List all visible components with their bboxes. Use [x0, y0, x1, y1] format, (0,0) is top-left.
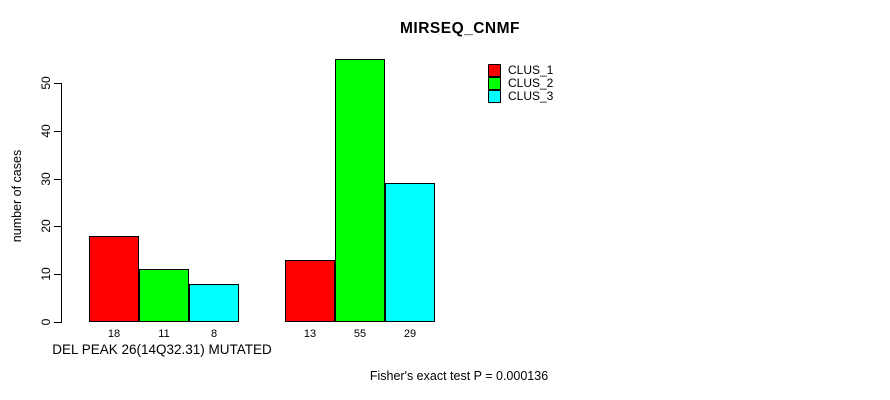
bar-value-label: 13 [303, 328, 317, 340]
y-axis-label: number of cases [10, 149, 24, 243]
bar-clus_3-group1 [189, 284, 239, 322]
y-axis-line [61, 83, 62, 323]
legend-label: CLUS_2 [508, 76, 554, 90]
bar-clus_2-group1 [139, 269, 189, 322]
legend-item-clus_3: CLUS_3 [488, 90, 553, 103]
y-axis-tick-label: 20 [39, 219, 53, 234]
legend-swatch-icon [488, 64, 501, 77]
bar-clus_1-group2 [285, 260, 335, 322]
legend: CLUS_1 CLUS_2 CLUS_3 [488, 64, 553, 103]
bar-clus_1-group1 [89, 236, 139, 322]
x-axis-label: DEL PEAK 26(14Q32.31) MUTATED [52, 342, 272, 357]
y-axis-tick-label: 40 [39, 124, 53, 138]
y-axis-tick-label: 30 [39, 171, 53, 186]
chart-title: MIRSEQ_CNMF [399, 20, 521, 37]
y-axis-tick [54, 178, 61, 180]
y-axis-tick [54, 83, 61, 84]
y-axis-tick-label: 10 [39, 267, 53, 281]
legend-item-clus_1: CLUS_1 [488, 64, 553, 77]
legend-label: CLUS_1 [508, 63, 554, 77]
bar-value-label: 29 [403, 328, 417, 340]
y-axis-tick-label: 0 [39, 318, 53, 326]
bar-clus_3-group2 [385, 183, 435, 322]
legend-swatch-icon [488, 77, 501, 90]
bar-value-label: 11 [158, 328, 170, 340]
bar-value-label: 18 [107, 328, 121, 340]
y-axis-tick [54, 274, 61, 276]
bar-clus_2-group2 [335, 59, 385, 322]
y-axis-tick-label: 50 [39, 76, 53, 90]
y-axis-tick [54, 226, 61, 228]
legend-label: CLUS_3 [508, 89, 554, 103]
y-axis-tick [54, 322, 61, 323]
fisher-test-annotation: Fisher's exact test P = 0.000136 [369, 369, 549, 383]
legend-swatch-icon [488, 90, 501, 103]
y-axis-tick [54, 130, 61, 132]
bar-value-label: 8 [210, 328, 218, 340]
bar-value-label: 55 [353, 328, 367, 340]
legend-item-clus_2: CLUS_2 [488, 77, 553, 90]
